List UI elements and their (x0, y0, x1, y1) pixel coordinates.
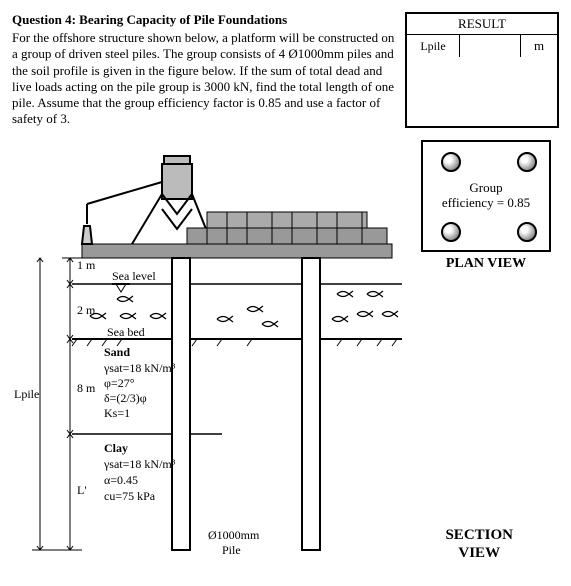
dim-sand: 8 m (77, 381, 96, 395)
result-header: RESULT (407, 14, 557, 35)
sand-gamma: γsat=18 kN/m³ (103, 361, 176, 375)
pile-circle (517, 222, 537, 242)
pile-dia: Ø1000mm (208, 528, 260, 542)
plan-box: Group efficiency = 0.85 (421, 140, 551, 252)
clay-alpha: α=0.45 (104, 473, 138, 487)
plan-eff-2: efficiency = 0.85 (442, 195, 530, 210)
result-unit: m (521, 35, 557, 57)
question-title: Question 4: Bearing Capacity of Pile Fou… (12, 12, 395, 28)
plan-view: Group efficiency = 0.85 PLAN VIEW (421, 140, 551, 272)
clay-name: Clay (104, 441, 128, 455)
sea-bed-label: Sea bed (107, 325, 145, 339)
pile-circle (441, 222, 461, 242)
dim-air: 1 m (77, 258, 96, 272)
figure: Group efficiency = 0.85 PLAN VIEW (12, 134, 559, 574)
section-diagram: 1 m Sea level 2 m Sea bed 8 m L' Lpile S… (12, 134, 432, 574)
plan-eff-1: Group (469, 180, 502, 195)
pile-circle (517, 152, 537, 172)
dim-water: 2 m (77, 303, 96, 317)
result-value (460, 35, 521, 57)
sand-name: Sand (104, 345, 130, 359)
plan-view-label: PLAN VIEW (421, 256, 551, 272)
pile-circle (441, 152, 461, 172)
clay-gamma: γsat=18 kN/m³ (103, 457, 176, 471)
dim-clay: L' (77, 483, 87, 497)
sea-level-label: Sea level (112, 269, 156, 283)
lpile-label: Lpile (14, 387, 39, 401)
sand-ks: Ks=1 (104, 406, 130, 420)
result-label: Lpile (407, 35, 460, 57)
sand-delta: δ=(2/3)φ (104, 391, 147, 405)
sand-phi: φ=27° (104, 376, 135, 390)
pile-label: Pile (222, 543, 241, 557)
clay-cu: cu=75 kPa (104, 489, 156, 503)
question-body: For the offshore structure shown below, … (12, 30, 395, 128)
section-view-label: SECTION VIEW (445, 526, 513, 562)
result-box: RESULT Lpile m (405, 12, 559, 128)
